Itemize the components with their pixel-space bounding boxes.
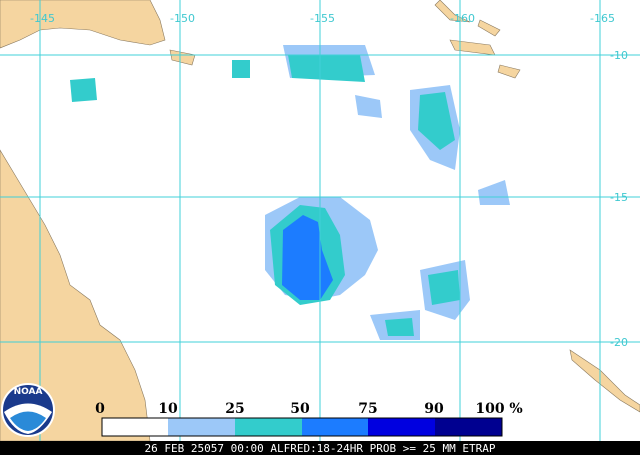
legend-label: 90 [424, 401, 444, 417]
lat-label: -20 [610, 336, 628, 349]
lon-label: -155 [310, 12, 335, 25]
legend-label: 100 [475, 401, 504, 417]
legend-label: 50 [290, 401, 310, 417]
graticule [0, 0, 640, 441]
footer-bar [0, 441, 640, 455]
lon-label: -145 [30, 12, 55, 25]
legend-label: 0 [95, 401, 105, 417]
legend-label: 10 [158, 401, 178, 417]
legend: 0 10 25 50 75 90 100 % [95, 401, 523, 437]
logo-text: NOAA [14, 387, 43, 397]
lat-labels: -10 -15 -20 [610, 49, 628, 349]
lat-label: -10 [610, 49, 628, 62]
lat-label: -15 [610, 191, 628, 204]
noaa-logo: NOAA [1, 383, 55, 437]
legend-unit: % [509, 401, 522, 417]
footer-text: 26 FEB 25057 00:00 ALFRED:18-24HR PROB >… [145, 442, 496, 455]
precip-shading [70, 45, 510, 340]
lon-labels: -145 -150 -155 -160 -165 [30, 12, 615, 25]
land [0, 0, 640, 442]
lon-label: -150 [170, 12, 195, 25]
lon-label: -160 [450, 12, 475, 25]
legend-label: 75 [358, 401, 377, 417]
lon-label: -165 [590, 12, 615, 25]
legend-label: 25 [225, 401, 244, 417]
